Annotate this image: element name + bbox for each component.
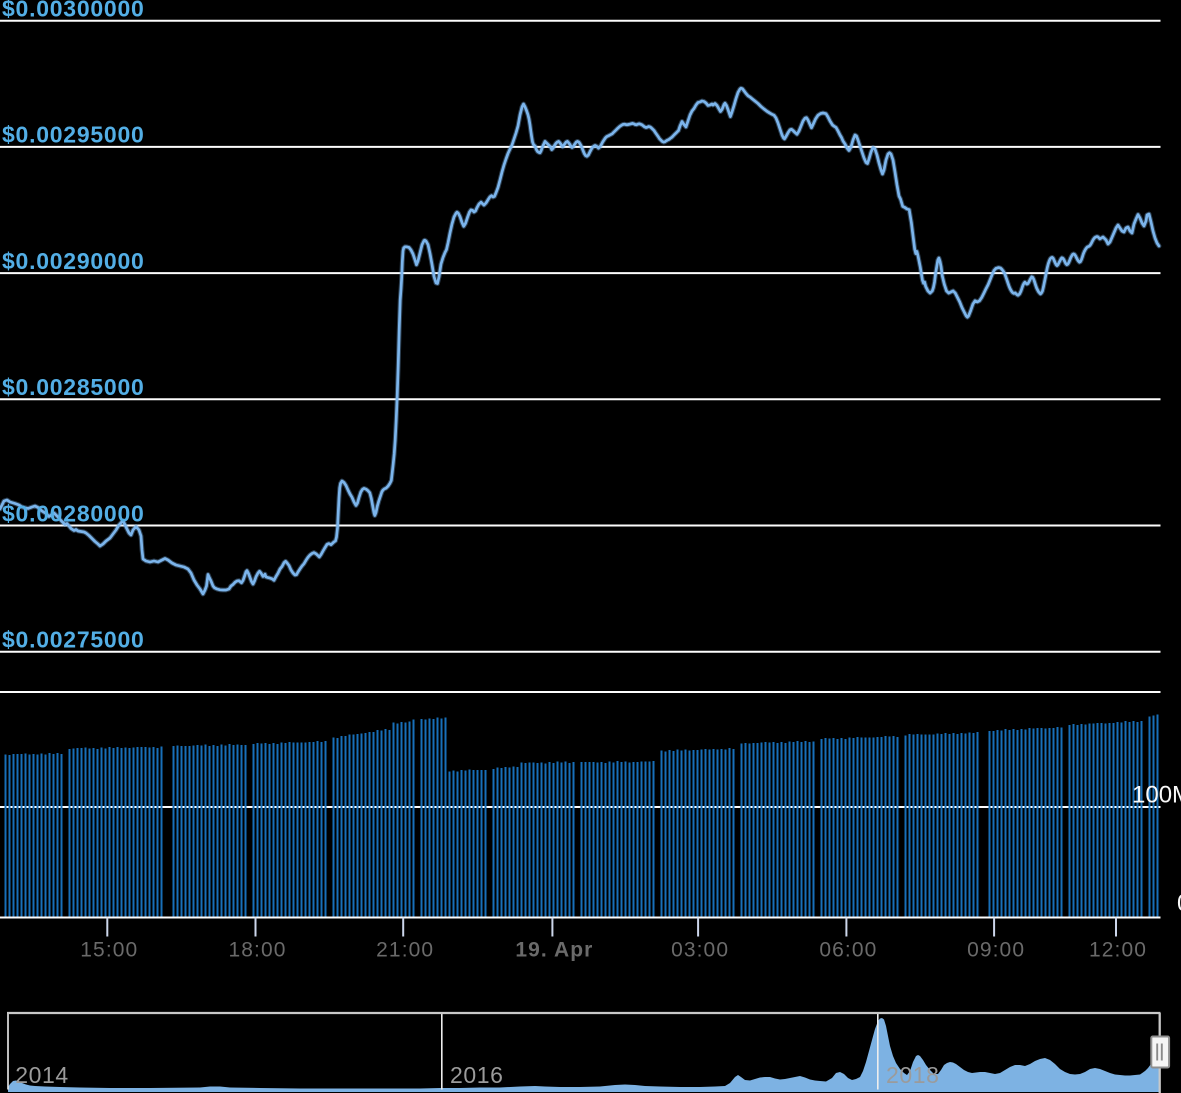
svg-text:$0.00275000: $0.00275000: [2, 627, 145, 653]
svg-text:2014: 2014: [15, 1062, 69, 1088]
svg-text:15:00: 15:00: [80, 939, 138, 962]
svg-text:06:00: 06:00: [819, 939, 877, 962]
svg-text:$0.00285000: $0.00285000: [2, 374, 145, 400]
svg-text:2018: 2018: [886, 1062, 940, 1088]
svg-text:03:00: 03:00: [671, 939, 729, 962]
svg-text:21:00: 21:00: [376, 939, 434, 962]
svg-text:$0.00280000: $0.00280000: [2, 500, 145, 526]
svg-text:12:00: 12:00: [1089, 939, 1147, 962]
svg-text:100M: 100M: [1132, 782, 1181, 809]
svg-text:0: 0: [1177, 890, 1181, 917]
svg-text:18:00: 18:00: [228, 939, 286, 962]
svg-text:$0.00290000: $0.00290000: [2, 248, 145, 274]
svg-text:$0.00300000: $0.00300000: [2, 0, 145, 22]
svg-text:$0.00295000: $0.00295000: [2, 122, 145, 148]
svg-text:2016: 2016: [450, 1062, 504, 1088]
svg-text:19. Apr: 19. Apr: [515, 939, 593, 962]
svg-text:09:00: 09:00: [967, 939, 1025, 962]
